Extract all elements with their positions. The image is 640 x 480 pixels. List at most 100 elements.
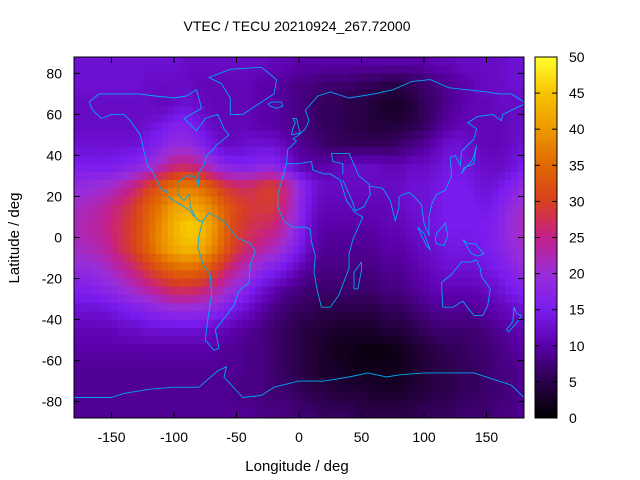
heatmap-cell (461, 229, 469, 239)
heatmap-cell (424, 89, 431, 99)
heatmap-cell (80, 155, 88, 165)
heatmap-cell (299, 81, 306, 91)
heatmap-cell (399, 294, 406, 304)
heatmap-cell (305, 65, 313, 74)
heatmap-cell (361, 229, 369, 239)
heatmap-cell (124, 65, 131, 74)
heatmap-cell (355, 73, 363, 83)
heatmap-cell (86, 245, 94, 255)
heatmap-cell (274, 409, 281, 418)
heatmap-cell (374, 335, 381, 345)
heatmap-cell (386, 130, 394, 140)
heatmap-cell (392, 188, 400, 198)
heatmap-cell (255, 245, 263, 255)
heatmap-cell (292, 385, 300, 394)
heatmap-cell (92, 81, 100, 91)
heatmap-cell (236, 188, 244, 198)
heatmap-cell (186, 303, 194, 312)
heatmap-cell (149, 188, 156, 198)
heatmap-cell (449, 73, 456, 83)
heatmap-cell (455, 385, 463, 394)
heatmap-cell (161, 180, 169, 189)
heatmap-cell (492, 352, 500, 362)
heatmap-cell (449, 106, 456, 116)
heatmap-cell (367, 278, 375, 288)
heatmap-cell (311, 237, 319, 247)
heatmap-cell (436, 335, 444, 345)
heatmap-cell (499, 57, 506, 66)
heatmap-cell (299, 221, 306, 230)
heatmap-cell (386, 270, 394, 280)
heatmap-cell (111, 335, 119, 345)
colorbar-tick-label: 20 (569, 266, 585, 282)
heatmap-cell (299, 294, 306, 304)
heatmap-cell (505, 245, 513, 255)
heatmap-cell (117, 163, 125, 173)
heatmap-cell (286, 73, 294, 83)
heatmap (74, 57, 524, 418)
heatmap-cell (342, 180, 350, 189)
heatmap-cell (374, 147, 381, 157)
heatmap-cell (99, 65, 106, 74)
heatmap-cell (92, 286, 100, 296)
heatmap-cell (505, 122, 513, 132)
heatmap-cell (442, 286, 450, 296)
heatmap-cell (380, 139, 388, 148)
heatmap-cell (517, 114, 524, 124)
heatmap-cell (392, 155, 400, 165)
heatmap-cell (130, 81, 138, 91)
heatmap-cell (449, 89, 456, 99)
heatmap-cell (474, 401, 481, 411)
heatmap-cell (230, 114, 238, 124)
heatmap-cell (386, 393, 394, 403)
heatmap-cell (249, 385, 256, 394)
heatmap-cell (130, 139, 138, 148)
heatmap-cell (317, 278, 325, 288)
heatmap-cell (386, 204, 394, 214)
heatmap-cell (274, 155, 281, 165)
heatmap-cell (399, 303, 406, 312)
heatmap-cell (249, 155, 256, 165)
heatmap-cell (367, 344, 375, 353)
heatmap-cell (480, 278, 488, 288)
heatmap-cell (230, 327, 238, 337)
heatmap-cell (430, 163, 438, 173)
heatmap-cell (130, 155, 138, 165)
heatmap-cell (117, 393, 125, 403)
heatmap-cell (280, 368, 288, 378)
heatmap-cell (249, 89, 256, 99)
heatmap-cell (86, 188, 94, 198)
heatmap-cell (467, 335, 475, 345)
heatmap-cell (392, 352, 400, 362)
heatmap-cell (149, 294, 156, 304)
heatmap-cell (299, 98, 306, 107)
heatmap-cell (455, 89, 463, 99)
heatmap-cell (442, 81, 450, 91)
heatmap-cell (342, 262, 350, 271)
heatmap-cell (299, 122, 306, 132)
heatmap-cell (117, 155, 125, 165)
heatmap-cell (374, 130, 381, 140)
heatmap-cell (324, 163, 331, 173)
heatmap-cell (355, 360, 363, 370)
heatmap-cell (480, 180, 488, 189)
heatmap-cell (155, 352, 163, 362)
heatmap-cell (355, 81, 363, 91)
heatmap-cell (80, 89, 88, 99)
heatmap-cell (255, 65, 263, 74)
heatmap-cell (255, 81, 263, 91)
heatmap-cell (255, 180, 263, 189)
heatmap-cell (361, 253, 369, 263)
heatmap-cell (255, 171, 263, 181)
heatmap-cell (142, 286, 150, 296)
heatmap-cell (492, 270, 500, 280)
heatmap-cell (336, 303, 344, 312)
heatmap-cell (224, 311, 231, 321)
heatmap-cell (505, 171, 513, 181)
heatmap-cell (286, 122, 294, 132)
heatmap-cell (211, 311, 219, 321)
heatmap-cell (180, 73, 188, 83)
heatmap-cell (467, 401, 475, 411)
heatmap-cell (292, 294, 300, 304)
heatmap-cell (355, 253, 363, 263)
